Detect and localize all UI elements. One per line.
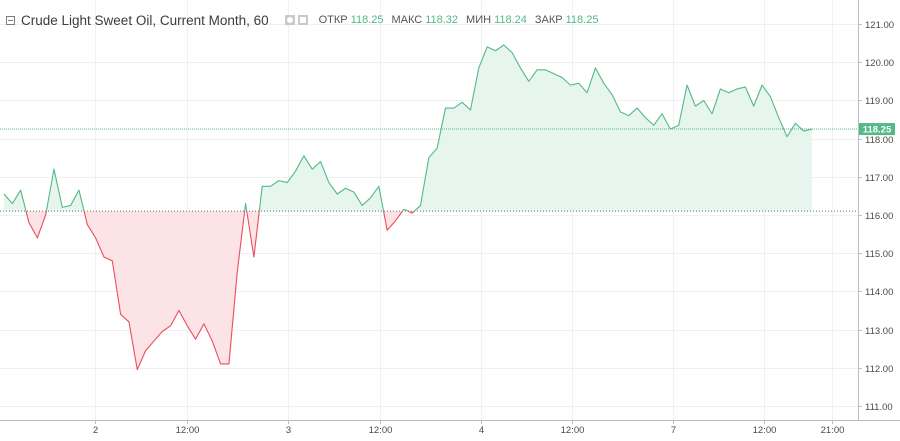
area-below-baseline xyxy=(246,211,260,258)
x-tick-label: 3 xyxy=(286,425,291,436)
line-segment-up xyxy=(258,155,385,212)
y-tick-label: 117.00 xyxy=(865,173,893,184)
x-tick-label: 12:00 xyxy=(176,425,200,436)
x-tick-label: 2 xyxy=(93,425,98,436)
close-value: 118.25 xyxy=(565,14,599,26)
low-label: МИН xyxy=(466,14,492,26)
last-price-label: 118.25 xyxy=(859,123,895,136)
line-segment-down xyxy=(383,210,403,231)
last-price-text: 118.25 xyxy=(863,125,892,136)
price-line xyxy=(3,44,813,371)
symbol-title: Crude Light Sweet Oil, Current Month, 60 xyxy=(21,12,269,28)
settings-icon[interactable] xyxy=(297,15,308,25)
area-below-baseline xyxy=(26,211,47,238)
high-value: 118.32 xyxy=(425,14,459,26)
line-segment-up xyxy=(45,168,85,212)
reference-lines xyxy=(0,128,858,212)
y-tick-label: 111.00 xyxy=(865,402,893,413)
line-segment-up xyxy=(402,208,409,212)
line-segment-down xyxy=(407,210,415,214)
x-tick-label: 4 xyxy=(479,425,484,436)
y-tick-label: 115.00 xyxy=(865,249,893,260)
collapse-icon[interactable] xyxy=(6,15,15,25)
line-segment-down xyxy=(25,211,47,239)
line-segment-up xyxy=(3,189,27,212)
line-segment-up xyxy=(244,202,248,212)
x-tick-label: 12:00 xyxy=(753,425,777,436)
x-tick-label: 21:00 xyxy=(821,425,845,436)
y-tick-label: 119.00 xyxy=(865,96,893,107)
line-segment-down xyxy=(83,211,246,371)
y-tick-label: 112.00 xyxy=(865,364,893,375)
visibility-icon[interactable] xyxy=(284,15,295,25)
area-above-baseline xyxy=(414,45,812,212)
high-label: МАКС xyxy=(391,14,423,26)
chart-legend: Crude Light Sweet Oil, Current Month, 60… xyxy=(6,11,598,29)
last-price-badge xyxy=(859,123,895,136)
open-label: ОТКР xyxy=(318,14,348,26)
low-value: 118.24 xyxy=(494,14,527,26)
x-tick-label: 7 xyxy=(671,425,676,436)
time-axis[interactable]: 2 12:00 3 12:00 4 12:00 7 12:00 21:00 xyxy=(93,420,845,436)
area-above-baseline xyxy=(4,190,27,212)
y-tick-label: 120.00 xyxy=(865,58,894,69)
area-above-baseline xyxy=(259,155,384,212)
open-value: 118.25 xyxy=(350,14,384,26)
price-axis[interactable]: 111.00 112.00 113.00 114.00 115.00 116.00 117.… xyxy=(858,20,894,413)
y-tick-label: 118.00 xyxy=(865,135,893,146)
y-tick-label: 116.00 xyxy=(865,211,893,222)
close-label: ЗАКР xyxy=(534,14,563,26)
area-below-baseline xyxy=(84,211,245,370)
x-tick-label: 12:00 xyxy=(369,425,393,436)
line-segment-down xyxy=(246,211,260,258)
y-tick-label: 113.00 xyxy=(865,326,893,337)
y-tick-label: 121.00 xyxy=(865,20,894,31)
x-tick-label: 12:00 xyxy=(561,425,585,436)
line-segment-up xyxy=(413,44,813,212)
y-tick-label: 114.00 xyxy=(865,287,893,298)
area-below-baseline xyxy=(383,211,403,231)
